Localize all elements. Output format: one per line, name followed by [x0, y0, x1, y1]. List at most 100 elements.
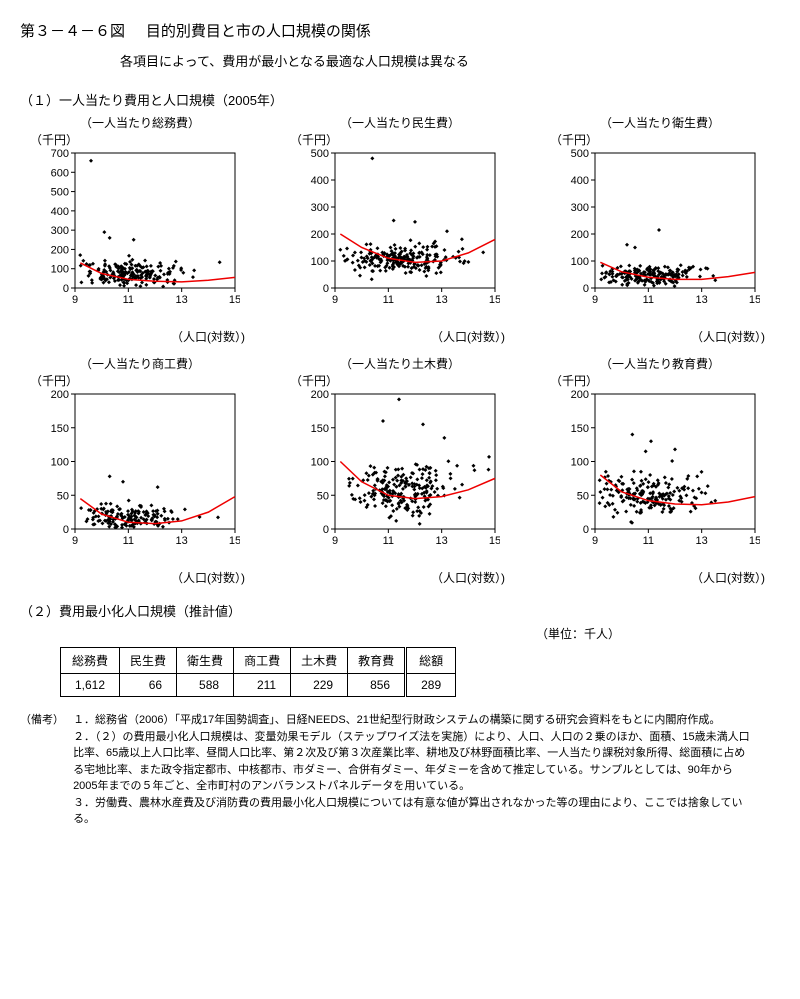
chart-xlabel: （人口(対数）)	[20, 569, 245, 586]
summary-table: 総務費民生費衛生費商工費土木費教育費総額 1,61266588211229856…	[60, 647, 456, 697]
svg-text:11: 11	[123, 294, 134, 306]
table-header: 衛生費	[177, 648, 234, 674]
svg-text:200: 200	[571, 389, 589, 401]
svg-text:9: 9	[592, 294, 598, 306]
chart-title: （一人当たり民生費）	[280, 114, 520, 131]
chart-0: （一人当たり総務費）（千円）01002003004005006007009111…	[20, 114, 260, 345]
svg-text:11: 11	[383, 535, 394, 547]
svg-text:400: 400	[571, 175, 589, 187]
svg-text:13: 13	[176, 535, 188, 547]
chart-title: （一人当たり衛生費）	[540, 114, 780, 131]
svg-text:150: 150	[311, 423, 329, 435]
chart-2: （一人当たり衛生費）（千円）01002003004005009111315（人口…	[540, 114, 780, 345]
chart-xlabel: （人口(対数）)	[20, 328, 245, 345]
svg-text:100: 100	[51, 264, 69, 276]
svg-text:300: 300	[311, 202, 329, 214]
svg-text:50: 50	[57, 490, 69, 502]
chart-1: （一人当たり民生費）（千円）01002003004005009111315（人口…	[280, 114, 520, 345]
table-cell: 1,612	[61, 674, 120, 697]
notes-body: １．総務省（2006）「平成17年国勢調査」、日経NEEDS、21世紀型行財政シ…	[73, 712, 753, 828]
svg-text:9: 9	[72, 294, 78, 306]
svg-text:0: 0	[63, 524, 69, 536]
svg-text:150: 150	[51, 423, 69, 435]
svg-text:200: 200	[311, 229, 329, 241]
chart-xlabel: （人口(対数）)	[540, 569, 765, 586]
chart-ylabel: （千円）	[290, 131, 520, 148]
svg-text:300: 300	[571, 202, 589, 214]
svg-text:13: 13	[436, 294, 448, 306]
svg-text:500: 500	[571, 148, 589, 160]
notes-label: （備考）	[20, 712, 70, 729]
chart-title: （一人当たり商工費）	[20, 355, 260, 372]
figure-number: 第３－４－６図	[20, 23, 125, 40]
table-cell: 856	[348, 674, 406, 697]
figure-title: 目的別費目と市の人口規模の関係	[146, 23, 371, 40]
chart-plot: 01002003004005009111315	[560, 148, 780, 328]
table-header-row: 総務費民生費衛生費商工費土木費教育費総額	[61, 648, 456, 674]
svg-text:100: 100	[571, 256, 589, 268]
svg-text:200: 200	[311, 389, 329, 401]
chart-plot: 0501001502009111315	[300, 389, 520, 569]
svg-text:300: 300	[51, 225, 69, 237]
svg-text:11: 11	[643, 535, 654, 547]
svg-text:100: 100	[311, 457, 329, 469]
table-value-row: 1,61266588211229856289	[61, 674, 456, 697]
svg-text:0: 0	[323, 283, 329, 295]
svg-text:11: 11	[643, 294, 654, 306]
svg-text:500: 500	[51, 187, 69, 199]
svg-text:9: 9	[332, 535, 338, 547]
svg-text:15: 15	[489, 294, 500, 306]
svg-text:15: 15	[229, 294, 240, 306]
svg-text:100: 100	[571, 457, 589, 469]
svg-text:9: 9	[592, 535, 598, 547]
svg-text:400: 400	[51, 206, 69, 218]
svg-text:600: 600	[51, 167, 69, 179]
chart-xlabel: （人口(対数）)	[280, 328, 505, 345]
chart-title: （一人当たり教育費）	[540, 355, 780, 372]
svg-text:100: 100	[51, 457, 69, 469]
svg-text:200: 200	[51, 244, 69, 256]
chart-title: （一人当たり総務費）	[20, 114, 260, 131]
chart-ylabel: （千円）	[30, 131, 260, 148]
svg-text:15: 15	[229, 535, 240, 547]
charts-grid: （一人当たり総務費）（千円）01002003004005006007009111…	[20, 114, 780, 586]
chart-title: （一人当たり土木費）	[280, 355, 520, 372]
svg-text:100: 100	[311, 256, 329, 268]
chart-plot: 01002003004005006007009111315	[40, 148, 260, 328]
svg-text:15: 15	[749, 294, 760, 306]
chart-ylabel: （千円）	[30, 372, 260, 389]
table-cell: 211	[234, 674, 291, 697]
table-cell: 66	[120, 674, 177, 697]
chart-xlabel: （人口(対数）)	[540, 328, 765, 345]
svg-text:9: 9	[332, 294, 338, 306]
svg-text:200: 200	[51, 389, 69, 401]
svg-text:500: 500	[311, 148, 329, 160]
svg-text:0: 0	[323, 524, 329, 536]
table-header: 総務費	[61, 648, 120, 674]
note-item: ２．（２）の費用最小化人口規模は、変量効果モデル（ステップワイズ法を実施）により…	[73, 729, 753, 795]
section-2-label: （２）費用最小化人口規模（推計値）	[20, 601, 780, 620]
table-header: 総額	[406, 648, 456, 674]
section-1-label: （１）一人当たり費用と人口規模（2005年）	[20, 90, 780, 109]
svg-text:700: 700	[51, 148, 69, 160]
svg-text:11: 11	[383, 294, 394, 306]
table-cell: 289	[406, 674, 456, 697]
svg-text:50: 50	[577, 490, 589, 502]
svg-text:13: 13	[696, 535, 708, 547]
figure-header: 第３－４－６図 目的別費目と市の人口規模の関係	[20, 20, 780, 41]
svg-text:0: 0	[583, 283, 589, 295]
table-cell: 229	[291, 674, 348, 697]
chart-3: （一人当たり商工費）（千円）0501001502009111315（人口(対数）…	[20, 355, 260, 586]
chart-xlabel: （人口(対数）)	[280, 569, 505, 586]
svg-text:13: 13	[436, 535, 448, 547]
chart-ylabel: （千円）	[550, 372, 780, 389]
chart-5: （一人当たり教育費）（千円）0501001502009111315（人口(対数）…	[540, 355, 780, 586]
svg-text:13: 13	[176, 294, 188, 306]
svg-text:15: 15	[749, 535, 760, 547]
table-unit: （単位：千人）	[60, 625, 620, 642]
note-item: ３．労働費、農林水産費及び消防費の費用最小化人口規模については有意な値が算出され…	[73, 795, 753, 828]
chart-4: （一人当たり土木費）（千円）0501001502009111315（人口(対数）…	[280, 355, 520, 586]
table-header: 民生費	[120, 648, 177, 674]
table-header: 土木費	[291, 648, 348, 674]
chart-ylabel: （千円）	[290, 372, 520, 389]
